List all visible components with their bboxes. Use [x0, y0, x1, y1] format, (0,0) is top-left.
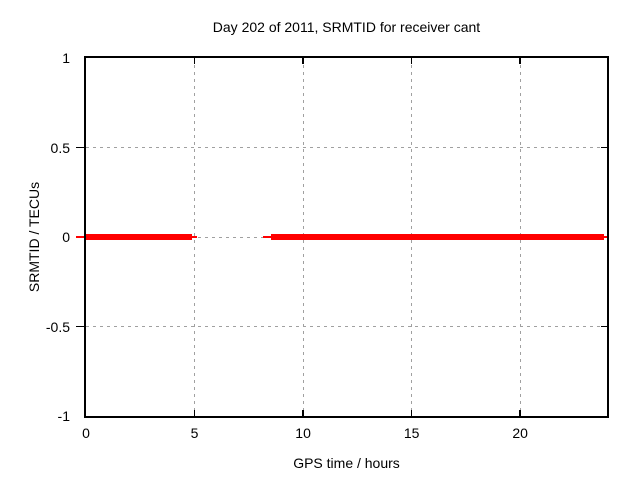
y-tick-label: 1 — [62, 50, 70, 66]
x-tick-mark-bottom — [519, 410, 521, 416]
x-tick-mark-top — [410, 58, 413, 64]
y-tick-mark-left — [76, 146, 84, 149]
y-tick-label: 0.5 — [50, 139, 70, 156]
x-tick-mark-bottom — [193, 410, 196, 416]
x-tick-mark-bottom — [302, 410, 304, 416]
x-tick-mark-bottom — [410, 410, 413, 416]
x-tick-label: 5 — [190, 425, 199, 441]
gridline-horizontal — [86, 326, 607, 327]
y-tick-mark-left — [76, 325, 84, 328]
x-tick-label: 0 — [82, 425, 90, 441]
y-tick-mark-right — [601, 146, 607, 149]
x-tick-mark-top — [519, 58, 521, 64]
y-tick-mark-right — [601, 325, 607, 328]
y-tick-label: -0.5 — [45, 318, 70, 335]
x-tick-label: 15 — [403, 425, 420, 441]
series-line-segment — [86, 234, 193, 240]
x-tick-mark-top — [193, 58, 196, 64]
chart-title: Day 202 of 2011, SRMTID for receiver can… — [212, 19, 481, 35]
gridline-horizontal — [86, 147, 607, 148]
y-tick-label: -1 — [57, 408, 70, 424]
series-line-segment — [270, 234, 604, 240]
x-tick-label: 10 — [295, 425, 311, 441]
x-tick-label: 20 — [512, 425, 528, 441]
series-line-segment — [192, 236, 197, 238]
y-tick-label: 0 — [62, 229, 70, 245]
y-zero-tick-red — [76, 236, 84, 238]
series-line-segment — [603, 236, 607, 238]
x-axis-label: GPS time / hours — [293, 455, 400, 471]
x-tick-mark-top — [302, 58, 304, 64]
series-line-segment — [262, 236, 271, 238]
plot-area — [76, 56, 609, 418]
